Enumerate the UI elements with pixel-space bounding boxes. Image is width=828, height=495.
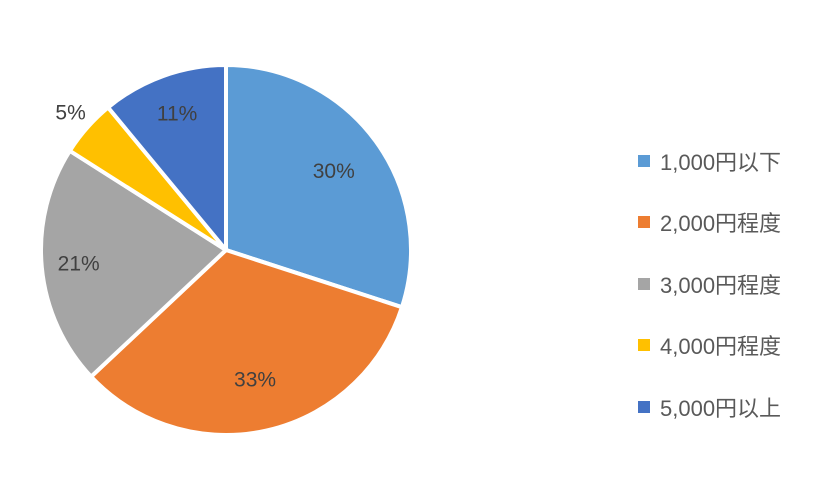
- legend-swatch: [638, 339, 650, 352]
- legend-label: 2,000円程度: [660, 211, 782, 237]
- data-label: 21%: [58, 252, 100, 275]
- legend-swatch: [638, 216, 650, 229]
- legend-swatch: [638, 400, 650, 413]
- pie-slice: [89, 248, 404, 437]
- legend-item: 1,000円以下: [638, 130, 781, 192]
- legend-label: 3,000円程度: [660, 272, 782, 298]
- data-label: 5%: [55, 101, 85, 124]
- legend: 1,000円以下 2,000円程度 3,000円程度 4,000円程度 5,00…: [638, 130, 781, 438]
- legend-label: 4,000円程度: [660, 334, 782, 360]
- pie-slice: [106, 63, 228, 252]
- data-label: 33%: [234, 368, 276, 391]
- data-label: 11%: [157, 103, 197, 126]
- legend-item: 4,000円程度: [638, 315, 781, 377]
- legend-label: 5,000円以上: [660, 395, 782, 421]
- pie-slice: [39, 148, 228, 379]
- legend-swatch: [638, 277, 650, 290]
- legend-swatch: [638, 154, 650, 167]
- legend-label: 1,000円以下: [660, 149, 782, 175]
- legend-item: 3,000円程度: [638, 253, 781, 315]
- legend-item: 5,000円以上: [638, 376, 781, 438]
- pie-slice: [224, 63, 413, 310]
- legend-item: 2,000円程度: [638, 192, 781, 254]
- data-label: 30%: [313, 160, 355, 183]
